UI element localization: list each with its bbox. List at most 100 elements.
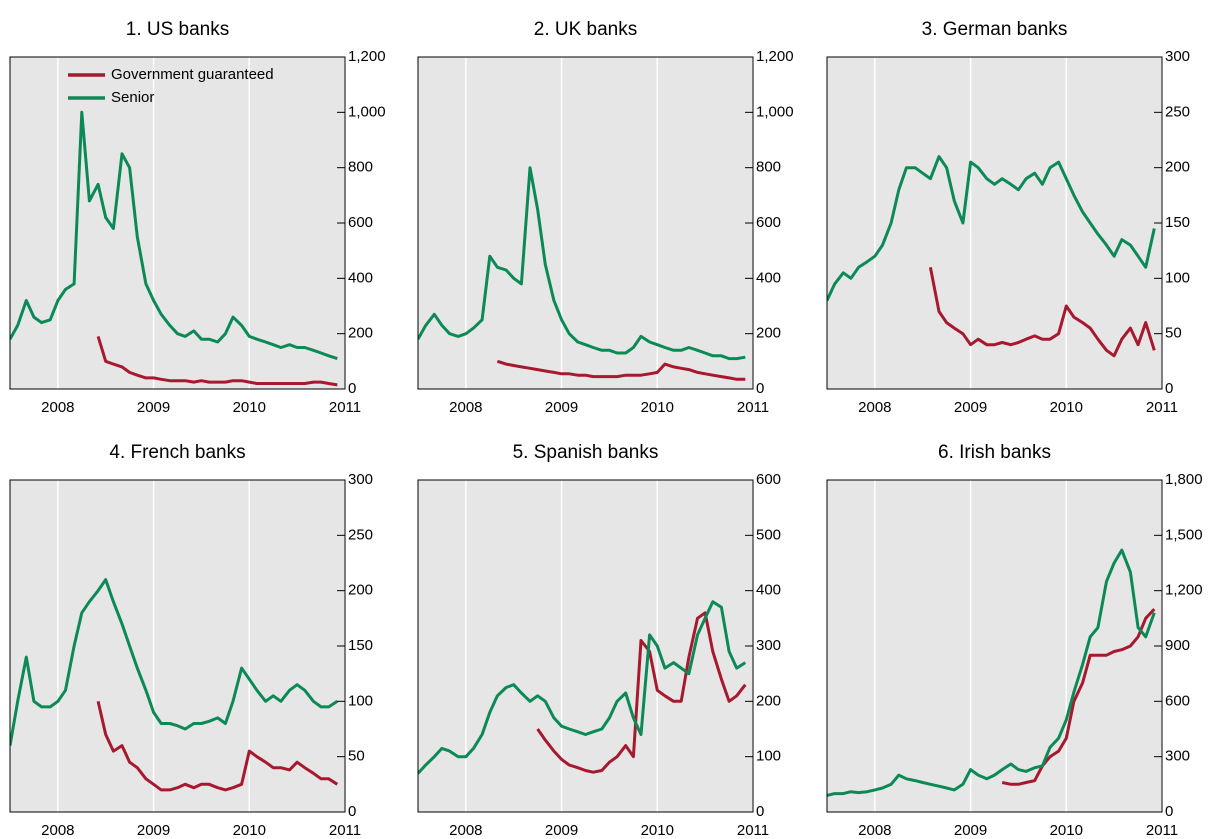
y-tick-label: 600 [348,214,373,231]
y-tick-label: 250 [1165,103,1190,120]
plot-background [10,480,345,812]
series-group [418,600,747,775]
x-tick-label: 2009 [954,822,987,839]
y-tick-label: 1,000 [756,103,794,120]
y-tick-label: 100 [348,692,373,709]
y-tick-label: 1,200 [756,48,794,65]
series-group [827,155,1156,358]
series-line [827,155,1156,302]
x-tick-label: 2008 [41,822,74,839]
x-tick-label: 2008 [858,399,891,416]
series-line [418,600,747,775]
y-tick-label: 0 [756,380,764,397]
y-tick-label: 900 [1165,637,1190,654]
panel-title: 6. Irish banks [938,442,1051,463]
x-tick-label: 2010 [641,822,674,839]
y-tick-label: 150 [348,637,373,654]
y-tick-label: 0 [756,803,764,820]
y-tick-label: 1,200 [348,48,386,65]
x-tick-label: 2009 [545,822,578,839]
plot-background [418,480,753,812]
series-line [1001,608,1156,786]
x-tick-label: 2011 [1146,399,1178,416]
x-tick-label: 2010 [641,399,674,416]
panel-title: 1. US banks [126,19,230,40]
y-tick-label: 500 [756,526,781,543]
x-tick-label: 2011 [329,399,361,416]
y-tick-label: 0 [1165,380,1173,397]
panel: 6. Irish banks 2008 2009 2010 2011 0 300 600 900… [826,442,1203,839]
y-tick-label: 800 [348,159,373,176]
series-group [827,548,1156,797]
series-line [536,611,747,774]
x-tick-label: 2010 [233,399,266,416]
series-line [827,548,1156,797]
y-tick-label: 1,500 [1165,526,1203,543]
y-tick-label: 300 [1165,48,1190,65]
x-tick-label: 2008 [449,399,482,416]
y-tick-label: 1,200 [1165,582,1203,599]
y-tick-label: 200 [348,325,373,342]
series-line [10,110,338,361]
plot-background [827,57,1162,389]
plot-background [418,57,753,389]
y-tick-label: 200 [348,582,373,599]
y-tick-label: 600 [1165,692,1190,709]
x-tick-label: 2010 [1050,399,1083,416]
x-tick-label: 2011 [1146,822,1178,839]
y-tick-label: 400 [756,269,781,286]
y-tick-label: 600 [756,471,781,488]
series-line [496,359,746,381]
panel-title: 2. UK banks [534,19,638,40]
y-tick-label: 250 [348,526,373,543]
y-tick-label: 150 [1165,214,1190,231]
x-tick-label: 2011 [329,822,361,839]
panel: 1. US banks 2008 2009 2010 2011 0 200 400 600 800… [9,19,386,416]
y-tick-label: 400 [348,269,373,286]
x-tick-label: 2009 [954,399,987,416]
legend-label: Senior [111,89,154,106]
y-tick-label: 1,000 [348,103,386,120]
y-tick-label: 300 [756,637,781,654]
y-tick-label: 0 [348,803,356,820]
series-group [10,110,338,387]
series-line [96,335,338,387]
series-line [10,578,339,746]
plot-background [10,57,345,389]
plot-background [827,480,1162,812]
x-tick-label: 2009 [545,399,578,416]
y-tick-label: 0 [348,380,356,397]
x-tick-label: 2008 [449,822,482,839]
y-tick-label: 50 [348,748,365,765]
y-tick-label: 0 [1165,803,1173,820]
y-tick-label: 400 [756,582,781,599]
series-group [418,166,746,381]
y-tick-label: 300 [1165,748,1190,765]
x-tick-label: 2011 [737,822,769,839]
x-tick-label: 2010 [233,822,266,839]
panel: 3. German banks 2008 2009 2010 2011 0 50 100 150… [826,19,1190,416]
panel-title: 5. Spanish banks [513,442,659,463]
series-line [96,700,339,792]
y-tick-label: 800 [756,159,781,176]
y-tick-label: 200 [1165,159,1190,176]
y-tick-label: 100 [756,748,781,765]
x-tick-label: 2008 [858,822,891,839]
y-tick-label: 50 [1165,325,1182,342]
legend-label: Government guaranteed [111,66,274,83]
series-line [928,267,1156,358]
panel-title: 3. German banks [922,19,1068,40]
panel: 2. UK banks 2008 2009 2010 2011 0 200 400 600 800… [417,19,794,416]
x-tick-label: 2008 [41,399,74,416]
x-tick-label: 2011 [737,399,769,416]
series-line [418,166,746,361]
panel: 4. French banks 2008 2009 2010 2011 0 50 100 150… [9,442,373,839]
panel-title: 4. French banks [109,442,245,463]
x-tick-label: 2010 [1050,822,1083,839]
y-tick-label: 100 [1165,269,1190,286]
y-tick-label: 300 [348,471,373,488]
x-tick-label: 2009 [137,822,170,839]
y-tick-label: 1,800 [1165,471,1203,488]
